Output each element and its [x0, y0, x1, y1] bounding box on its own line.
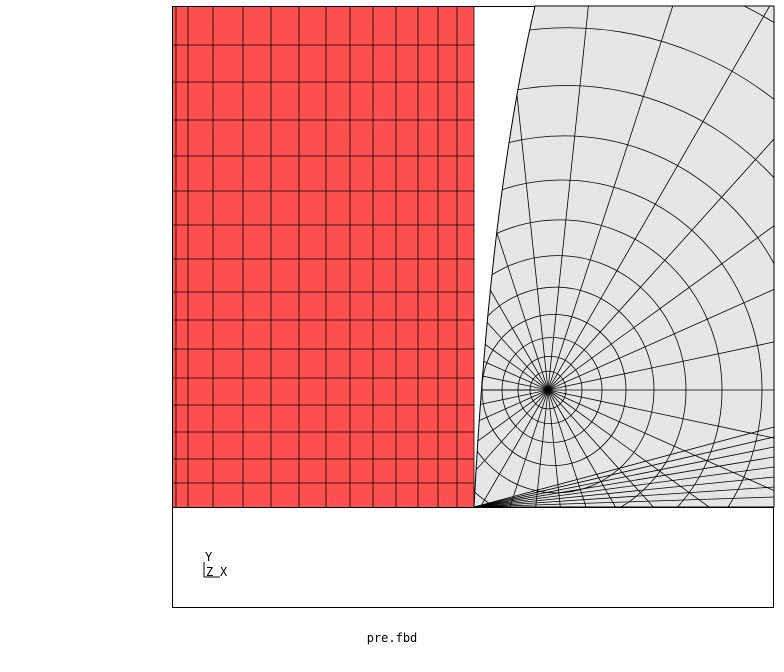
- mesh-ray: [547, 6, 774, 391]
- axis-label-y: Y: [205, 550, 213, 564]
- mesh-ray: [474, 389, 549, 507]
- mesh-ray: [547, 6, 622, 391]
- mesh-ray: [547, 244, 774, 391]
- mesh-ray: [547, 6, 765, 391]
- mesh-ray: [547, 389, 774, 507]
- mesh-ray: [474, 426, 774, 507]
- mesh-ray: [547, 389, 765, 507]
- red-part: [173, 7, 474, 507]
- mesh-ray: [547, 6, 774, 391]
- mesh-ray: [474, 456, 774, 507]
- red-mesh: [173, 7, 475, 507]
- mesh-ray: [547, 6, 774, 391]
- mesh-ray: [474, 486, 774, 507]
- mesh-ray: [547, 389, 774, 507]
- mesh-ray: [547, 389, 774, 507]
- file-name: pre.fbd: [367, 631, 418, 645]
- mesh-ray: [547, 389, 622, 507]
- mesh-ray: [474, 446, 774, 507]
- mesh-ray: [474, 6, 549, 391]
- mesh-ray: [474, 389, 549, 507]
- mesh-arc: [474, 27, 774, 507]
- mesh-ray: [474, 466, 774, 507]
- axis-label-z: Z: [206, 565, 213, 579]
- mesh-ray: [474, 436, 774, 507]
- axis-triad: [203, 562, 220, 578]
- grey-part: [473, 5, 775, 508]
- mesh-arc: [474, 135, 774, 507]
- mesh-arc: [474, 85, 774, 507]
- mesh-ray: [547, 104, 774, 391]
- mesh-ray: [474, 496, 774, 507]
- mesh-ray: [547, 389, 774, 507]
- mesh-ray: [474, 476, 774, 507]
- axis-label-x: X: [220, 565, 228, 579]
